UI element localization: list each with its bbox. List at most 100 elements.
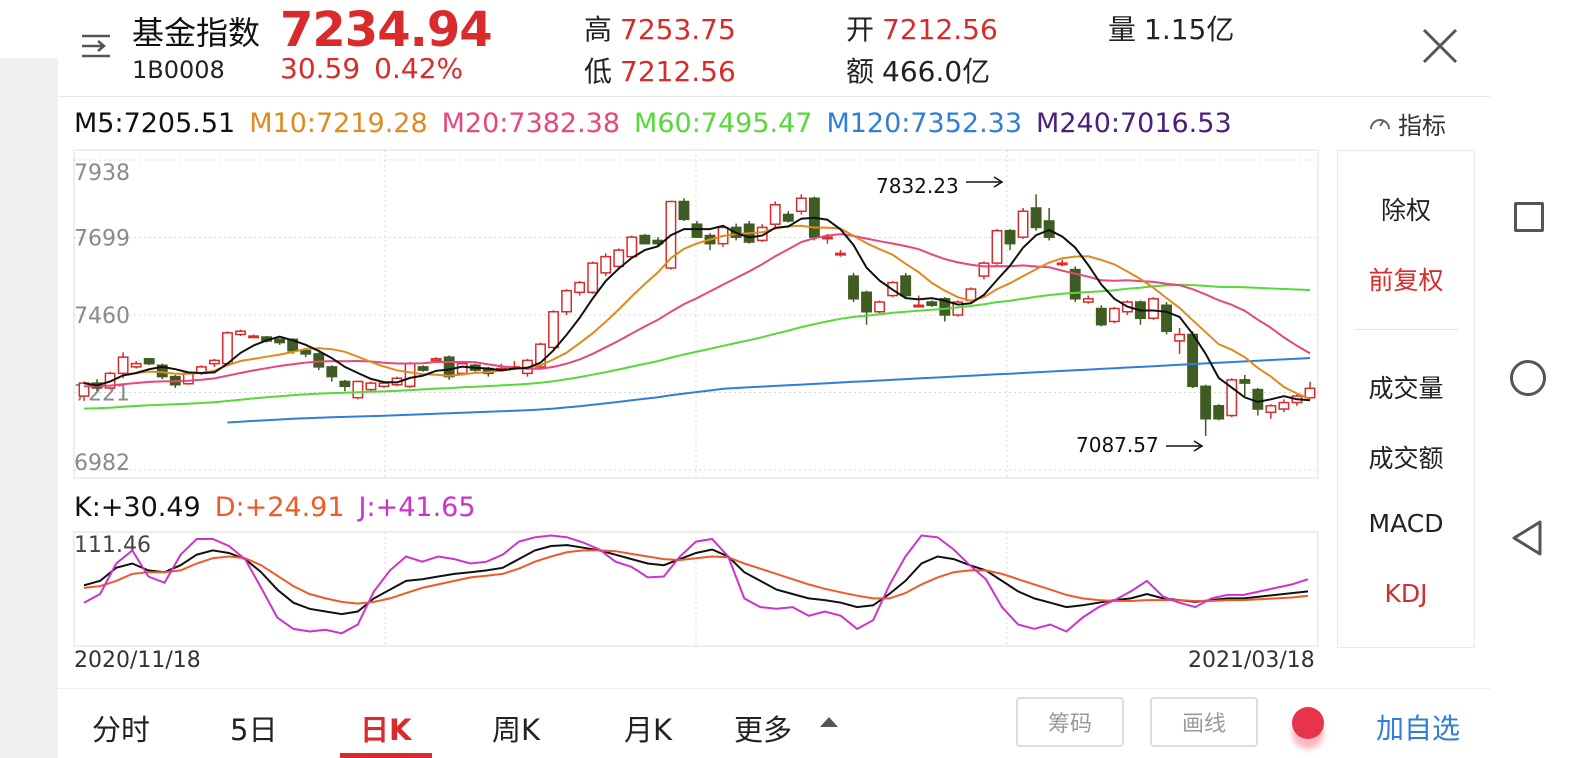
candle-down <box>691 223 703 238</box>
candle-up <box>821 236 833 240</box>
tab-weekly-k[interactable]: 周K <box>492 713 541 747</box>
macd-option[interactable]: MACD <box>1368 509 1444 538</box>
ex-rights-option[interactable]: 除权 <box>1380 196 1431 225</box>
candle-up <box>456 362 468 375</box>
candle-up <box>965 288 977 302</box>
last-price: 7234.94 <box>280 2 493 58</box>
candle-up <box>835 252 846 256</box>
candle-up <box>235 330 246 336</box>
candle-down <box>417 366 429 371</box>
candle-up <box>795 197 807 212</box>
low-value: 7212.56 <box>620 55 736 88</box>
add-favorite-button[interactable]: 加自选 <box>1376 712 1461 745</box>
index-code: 1B0008 <box>132 56 225 84</box>
open-stat: 开 7212.56 <box>846 8 998 48</box>
high-value: 7253.75 <box>620 13 736 46</box>
header-divider <box>58 96 1490 97</box>
chips-button[interactable]: 筹码 <box>1016 697 1124 747</box>
ma60-line <box>83 283 1311 410</box>
back-icon[interactable] <box>1510 518 1546 558</box>
ma20-line <box>83 233 1311 388</box>
volume-option[interactable]: 成交量 <box>1368 374 1444 403</box>
kdj-y-tick-label: 111.46 <box>74 533 151 558</box>
kdj-option[interactable]: KDJ <box>1384 579 1428 608</box>
candle-down <box>1161 304 1172 332</box>
candle-up <box>1278 401 1290 410</box>
candle-up <box>222 332 233 365</box>
caret-up-icon[interactable] <box>820 717 838 727</box>
candle-down <box>861 291 872 313</box>
open-value: 7212.56 <box>882 13 998 46</box>
volume-stat: 量 1.15亿 <box>1108 8 1234 48</box>
kdj-j-line <box>83 534 1309 635</box>
candle-up <box>365 382 377 391</box>
candle-up <box>1108 307 1120 323</box>
candle-down <box>313 353 325 368</box>
k-value: K:+30.49 <box>74 492 201 523</box>
home-icon[interactable] <box>1510 360 1546 396</box>
tab-more[interactable]: 更多 <box>734 713 793 747</box>
candle-up <box>1304 387 1316 399</box>
candle-down <box>339 380 351 388</box>
favorite-dot-icon[interactable] <box>1292 707 1324 739</box>
indicator-panel: 除权 前复权 成交量 成交额 MACD KDJ <box>1337 150 1475 648</box>
kline-y-tick-label: 7938 <box>74 161 130 186</box>
candle-up <box>574 281 586 294</box>
candle-down <box>1213 405 1225 420</box>
candle-up <box>1056 262 1068 266</box>
candle-up <box>1017 210 1029 238</box>
device-edge <box>0 58 58 758</box>
candle-up <box>182 372 194 385</box>
candle-up <box>1082 298 1094 303</box>
candle-up <box>208 359 220 365</box>
candle-down <box>1004 229 1016 245</box>
candle-down <box>939 298 951 316</box>
candle-up <box>352 380 364 399</box>
candle-up <box>1174 333 1186 342</box>
candle-up <box>600 255 612 274</box>
amount-stat: 额 466.0亿 <box>846 50 990 90</box>
kdj-d-line <box>83 549 1309 605</box>
indicator-button[interactable]: 指标 <box>1368 106 1446 141</box>
candle-up <box>78 382 90 397</box>
tab-daily-k[interactable]: 日K <box>360 713 412 747</box>
candle-down <box>900 275 912 297</box>
kline-plot-frame <box>73 149 1319 479</box>
recent-apps-icon[interactable] <box>1514 202 1544 232</box>
candle-up <box>913 304 925 308</box>
tab-monthly-k[interactable]: 月K <box>624 713 673 747</box>
tab-intraday[interactable]: 分时 <box>92 713 151 747</box>
candle-down <box>1069 268 1081 300</box>
ma5-line <box>83 216 1311 403</box>
ma120-line <box>227 357 1311 424</box>
close-icon[interactable] <box>1420 26 1460 66</box>
candle-up <box>769 203 781 225</box>
forward-adjust-option[interactable]: 前复权 <box>1368 266 1444 295</box>
quote-header: 基金指数 1B0008 7234.94 30.59 0.42% 高 7253.75 … <box>58 0 1490 96</box>
turnover-option[interactable]: 成交额 <box>1368 444 1444 473</box>
kdj-k-line <box>83 544 1309 616</box>
candle-up <box>1265 405 1277 414</box>
ma120-value: M120:7352.33 <box>826 108 1023 139</box>
volume-label: 量 <box>1108 13 1137 46</box>
candle-up <box>561 289 573 313</box>
start-date: 2020/11/18 <box>74 648 201 673</box>
ma-legend: M5:7205.51 M10:7219.28 M20:7382.38 M60:7… <box>74 108 1232 139</box>
tab-5day[interactable]: 5日 <box>230 713 278 747</box>
high-label: 高 <box>584 13 613 46</box>
candle-down <box>926 301 938 307</box>
candle-down <box>143 358 155 365</box>
change-percent: 0.42% <box>374 52 464 85</box>
candle-down <box>156 364 168 378</box>
volume-value: 1.15亿 <box>1144 13 1235 46</box>
high-annotation-label: 7832.23 <box>876 174 959 198</box>
list-menu-icon[interactable] <box>80 30 116 62</box>
kline-y-tick-label: 7460 <box>74 304 130 329</box>
ma60-value: M60:7495.47 <box>634 108 813 139</box>
low-annotation-arrowhead <box>1193 440 1204 452</box>
candle-up <box>1226 379 1238 417</box>
indicator-label: 指标 <box>1398 112 1446 140</box>
candle-down <box>1252 388 1264 410</box>
draw-line-button[interactable]: 画线 <box>1150 697 1258 747</box>
